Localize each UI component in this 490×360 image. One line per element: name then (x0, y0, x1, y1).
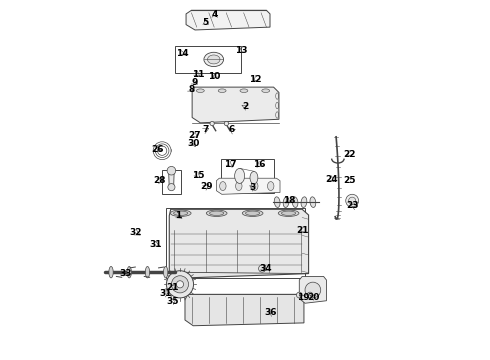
Text: 17: 17 (223, 161, 236, 170)
Text: 31: 31 (149, 240, 162, 249)
Text: 2: 2 (242, 102, 248, 111)
Ellipse shape (171, 210, 191, 216)
Text: 34: 34 (259, 264, 272, 273)
Text: 30: 30 (187, 139, 199, 148)
Text: 14: 14 (176, 49, 189, 58)
Text: 36: 36 (265, 308, 277, 317)
Ellipse shape (262, 89, 270, 93)
Text: 29: 29 (200, 182, 213, 191)
Ellipse shape (206, 210, 227, 216)
Circle shape (224, 121, 228, 126)
Text: 19: 19 (296, 293, 309, 302)
Circle shape (305, 282, 321, 298)
Ellipse shape (235, 168, 245, 183)
Circle shape (348, 197, 356, 204)
Bar (162, 170, 181, 194)
Ellipse shape (242, 210, 263, 216)
Ellipse shape (204, 52, 223, 67)
Polygon shape (217, 178, 280, 194)
Ellipse shape (292, 197, 298, 207)
Circle shape (167, 166, 176, 175)
Circle shape (210, 121, 214, 126)
Ellipse shape (281, 211, 296, 215)
Text: 1: 1 (175, 211, 181, 220)
Ellipse shape (146, 266, 149, 278)
Text: 13: 13 (235, 46, 247, 55)
Circle shape (307, 292, 313, 298)
Text: 28: 28 (153, 176, 166, 185)
Text: 22: 22 (343, 150, 356, 159)
Ellipse shape (245, 211, 260, 215)
Text: 3: 3 (250, 183, 256, 192)
Circle shape (168, 184, 175, 191)
Text: 18: 18 (283, 196, 296, 205)
Text: 16: 16 (253, 161, 266, 170)
Ellipse shape (164, 266, 168, 278)
Polygon shape (185, 294, 304, 326)
Polygon shape (192, 87, 279, 123)
Ellipse shape (301, 197, 307, 207)
Ellipse shape (310, 197, 316, 207)
Ellipse shape (250, 171, 258, 184)
Circle shape (296, 292, 302, 298)
Ellipse shape (196, 89, 204, 93)
Text: 8: 8 (188, 85, 195, 94)
Ellipse shape (207, 55, 220, 64)
Ellipse shape (127, 266, 131, 278)
Ellipse shape (278, 210, 299, 216)
Text: 24: 24 (325, 175, 338, 184)
Bar (175, 46, 242, 73)
Polygon shape (169, 209, 309, 278)
Circle shape (346, 194, 359, 207)
Text: 9: 9 (192, 78, 198, 87)
Text: 25: 25 (343, 176, 356, 185)
Ellipse shape (173, 211, 188, 215)
Ellipse shape (236, 181, 242, 190)
Bar (167, 208, 305, 278)
Ellipse shape (210, 211, 224, 215)
Circle shape (176, 281, 184, 288)
Text: 11: 11 (192, 70, 204, 79)
Text: 15: 15 (192, 171, 204, 180)
Polygon shape (299, 276, 326, 303)
Ellipse shape (240, 89, 248, 93)
Ellipse shape (283, 197, 289, 207)
Text: 35: 35 (167, 297, 179, 306)
Text: 33: 33 (119, 269, 132, 278)
Ellipse shape (218, 89, 226, 93)
Text: 20: 20 (307, 293, 320, 302)
Circle shape (259, 265, 266, 272)
Ellipse shape (251, 181, 258, 190)
Ellipse shape (274, 197, 280, 207)
Text: 21: 21 (167, 283, 179, 292)
Circle shape (167, 271, 194, 298)
Text: 23: 23 (346, 201, 359, 210)
Ellipse shape (268, 181, 274, 190)
Text: 12: 12 (249, 75, 262, 84)
Text: 4: 4 (212, 10, 218, 19)
Text: 7: 7 (202, 126, 209, 135)
Text: 32: 32 (130, 228, 142, 237)
Text: 31: 31 (159, 289, 172, 298)
Text: 27: 27 (189, 131, 201, 140)
Text: 5: 5 (202, 18, 209, 27)
Ellipse shape (109, 266, 113, 278)
Text: 6: 6 (228, 126, 235, 135)
Text: 21: 21 (296, 225, 308, 234)
Bar (220, 159, 274, 193)
Text: 10: 10 (208, 72, 221, 81)
Circle shape (172, 276, 189, 293)
Polygon shape (186, 10, 270, 30)
Text: 26: 26 (151, 145, 164, 154)
Polygon shape (169, 168, 174, 189)
Ellipse shape (220, 181, 226, 190)
